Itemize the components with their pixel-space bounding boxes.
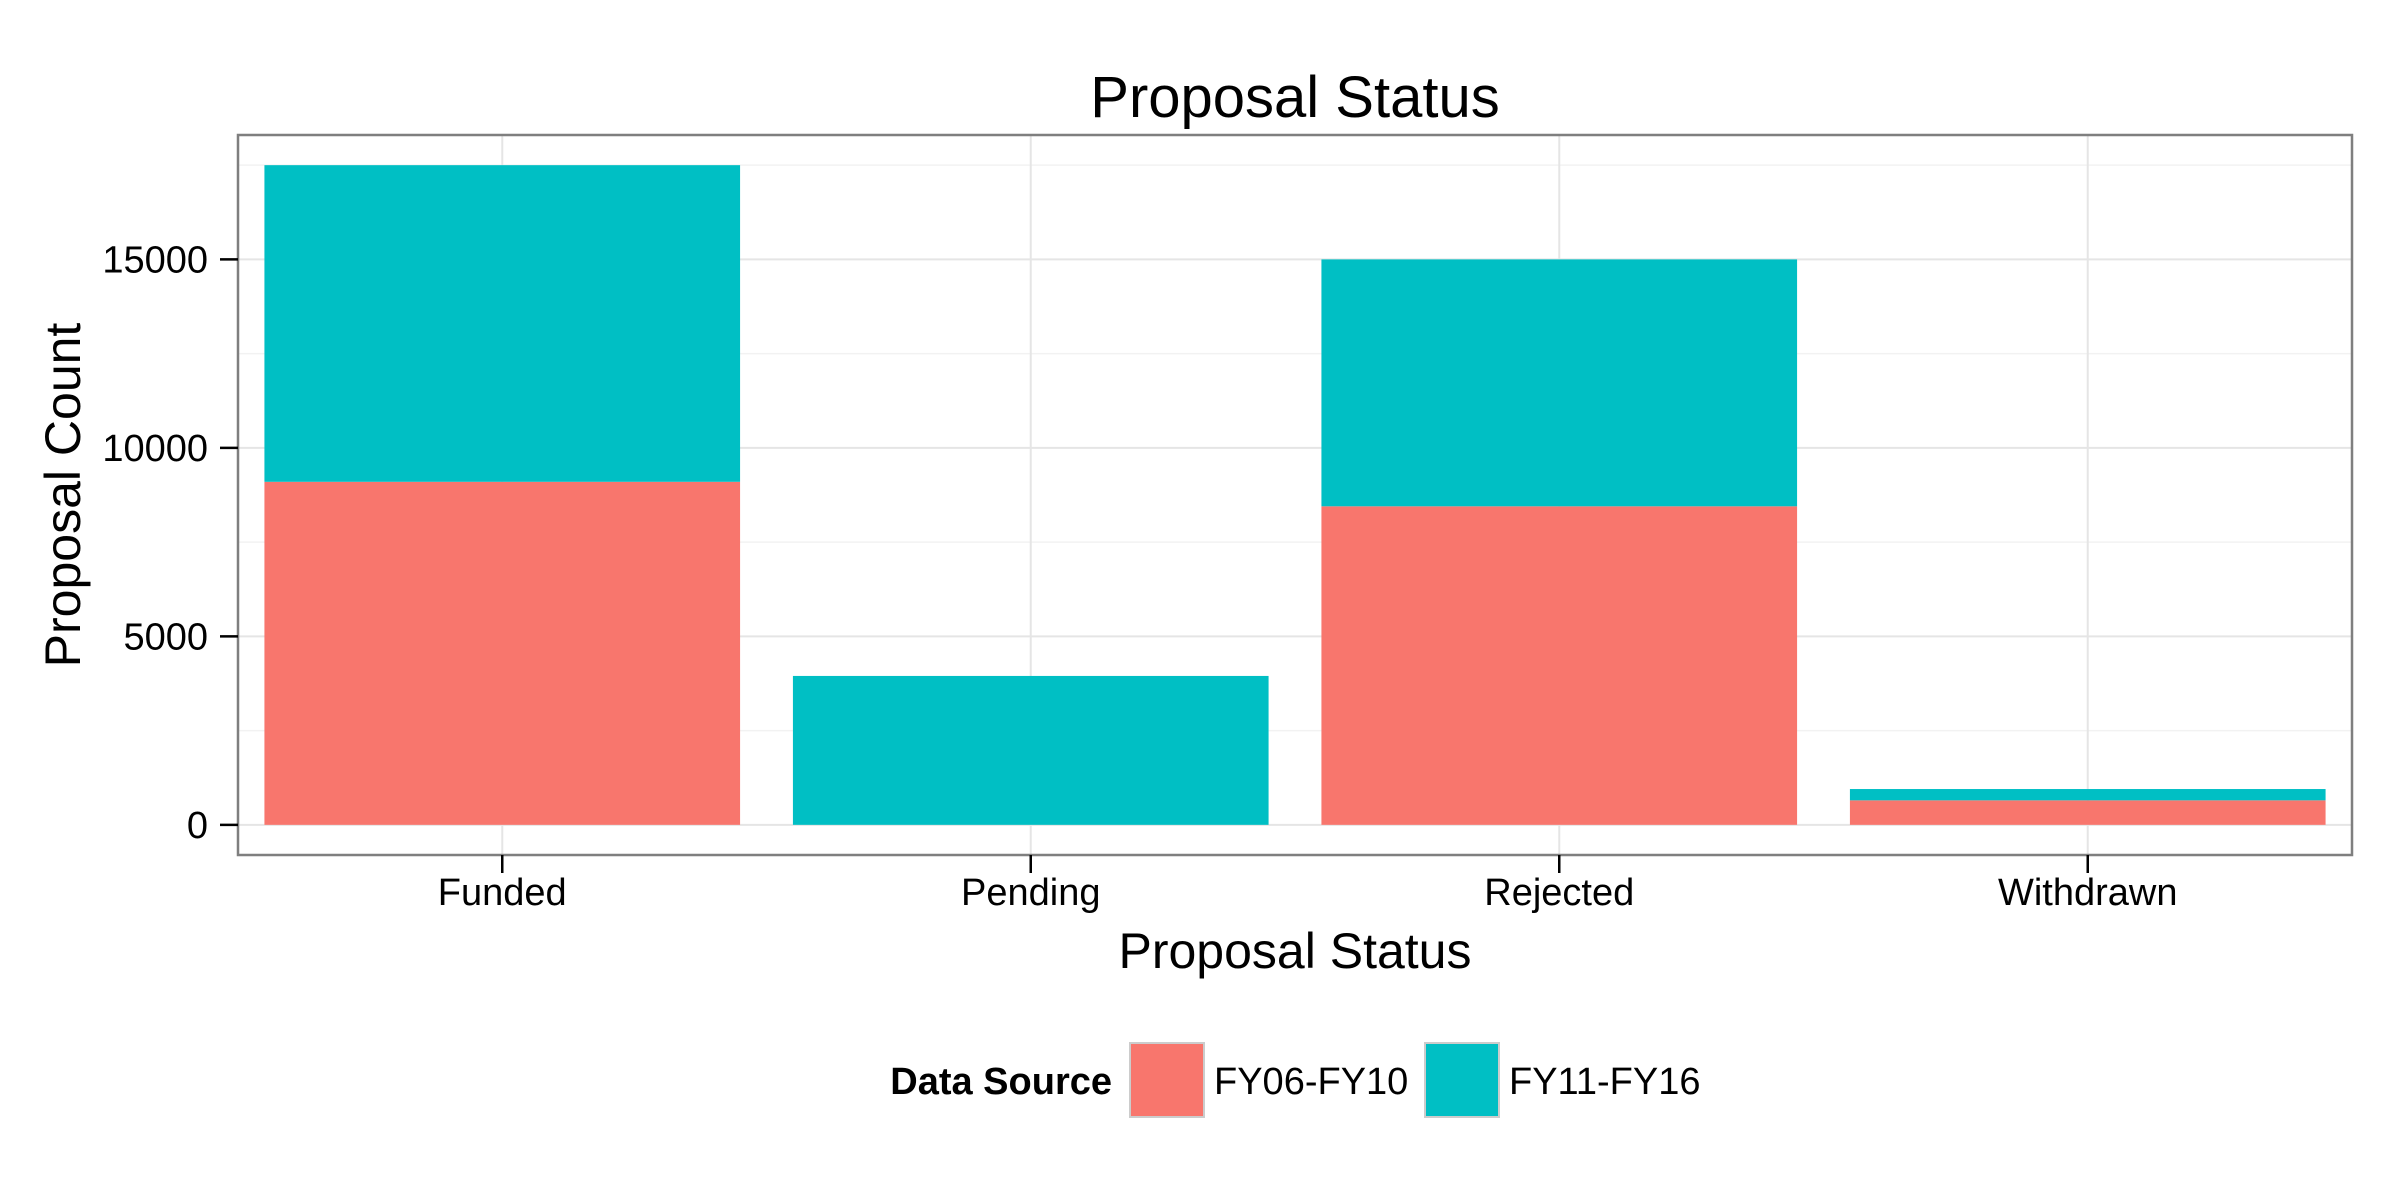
- plot-panel-border: [236, 133, 2354, 857]
- legend-key-fy06-fy10: [1129, 1042, 1205, 1118]
- bar-withdrawn-fy06-fy10: [1849, 800, 2326, 825]
- bar-rejected-fy11-fy16: [1321, 259, 1798, 507]
- bar-withdrawn-fy11-fy16: [1849, 789, 2326, 801]
- x-tick-label: Rejected: [1484, 872, 1634, 914]
- y-tick-label: 0: [187, 805, 208, 847]
- y-tick-label: 5000: [123, 616, 208, 658]
- y-axis-title: Proposal Count: [35, 323, 91, 668]
- bar-funded-fy11-fy16: [264, 165, 741, 482]
- x-axis-title: Proposal Status: [1119, 923, 1472, 979]
- legend-label-fy11-fy16: FY11-FY16: [1509, 1061, 1700, 1103]
- bar-pending-fy11-fy16: [792, 675, 1269, 825]
- bar-rejected-fy06-fy10: [1321, 506, 1798, 825]
- x-tick-label: Withdrawn: [1998, 872, 2178, 914]
- legend-title: Data Source: [890, 1061, 1112, 1103]
- axes: 0 5000 10000 15000 Funded Pending Rejected With…: [102, 239, 2177, 914]
- x-tick-label: Pending: [961, 872, 1100, 914]
- y-tick-label: 15000: [102, 239, 208, 281]
- legend: Data Source FY06-FY10 FY11-FY16: [890, 1042, 1700, 1118]
- y-tick-label: 10000: [102, 428, 208, 470]
- chart-title: Proposal Status: [1090, 65, 1499, 130]
- bars: [264, 165, 2326, 825]
- x-tick-label: Funded: [438, 872, 567, 914]
- legend-label-fy06-fy10: FY06-FY10: [1214, 1061, 1408, 1103]
- legend-key-fy11-fy16: [1424, 1042, 1500, 1118]
- bar-funded-fy06-fy10: [264, 481, 741, 825]
